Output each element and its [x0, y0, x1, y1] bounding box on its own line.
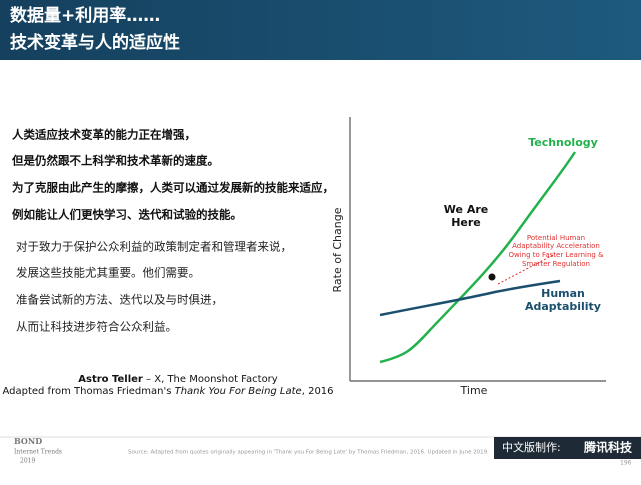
potential-label: Potential Human	[527, 234, 585, 242]
text-line: 发展这些技能尤其重要。他们需要。	[16, 266, 200, 280]
text-line: 准备尝试新的方法、迭代以及与时俱进，	[16, 293, 223, 307]
x-label: Time	[460, 384, 488, 397]
acceleration-line	[497, 253, 556, 285]
brand: BOND	[14, 436, 42, 446]
maker-bar	[494, 437, 641, 459]
technology-label: Technology	[528, 136, 598, 149]
text-line: 从而让科技进步符合公众利益。	[16, 320, 177, 334]
header-bar	[0, 0, 641, 60]
brand: Internet Trends	[14, 449, 62, 456]
text-line: 为了克服由此产生的摩擦，人类可以通过发展新的技能来适应，	[12, 181, 334, 195]
title: 技术变革与人的适应性	[10, 32, 180, 53]
maker: 腾讯科技	[583, 440, 633, 455]
text-line: 但是仍然跟不上科学和技术革新的速度。	[11, 154, 219, 168]
source: Source: Adapted from quotes originally a…	[128, 450, 489, 456]
title: 数据量+利用率……	[10, 5, 160, 26]
text-line: 例如能让人们更快学习、迭代和试验的技能。	[12, 208, 242, 222]
attribution: Adapted from Thomas Friedman's Thank You…	[2, 386, 333, 397]
here-label: We Are	[444, 203, 488, 216]
y-label: Rate of Change	[331, 207, 344, 292]
text-line: 对于致力于保护公众利益的政策制定者和管理者来说，	[16, 240, 292, 254]
prefix: Adapted from Thomas Friedman's	[2, 386, 174, 397]
human-label: Human	[541, 287, 585, 300]
org: – X, The Moonshot Factory	[143, 374, 278, 385]
author: Astro Teller	[78, 374, 143, 385]
technology-curve	[379, 151, 577, 364]
potential-label: Owing to Faster Learning &	[508, 251, 604, 259]
potential-label: Adaptability Acceleration	[512, 242, 600, 250]
suffix: , 2016	[302, 386, 334, 397]
brand: 2019	[20, 458, 35, 465]
human-curve	[379, 279, 561, 317]
page-number: 196	[620, 460, 632, 467]
potential-label: Smarter Regulation	[522, 260, 590, 268]
attribution: Astro Teller – X, The Moonshot Factory	[78, 374, 278, 385]
text-line: 人类适应技术变革的能力正在增强，	[12, 128, 196, 142]
here-label: Here	[451, 216, 481, 229]
made-by: 中文版制作:	[502, 440, 561, 454]
human-label: Adaptability	[525, 300, 601, 313]
book: Thank You For Being Late	[175, 386, 302, 397]
here-dot	[488, 273, 496, 281]
